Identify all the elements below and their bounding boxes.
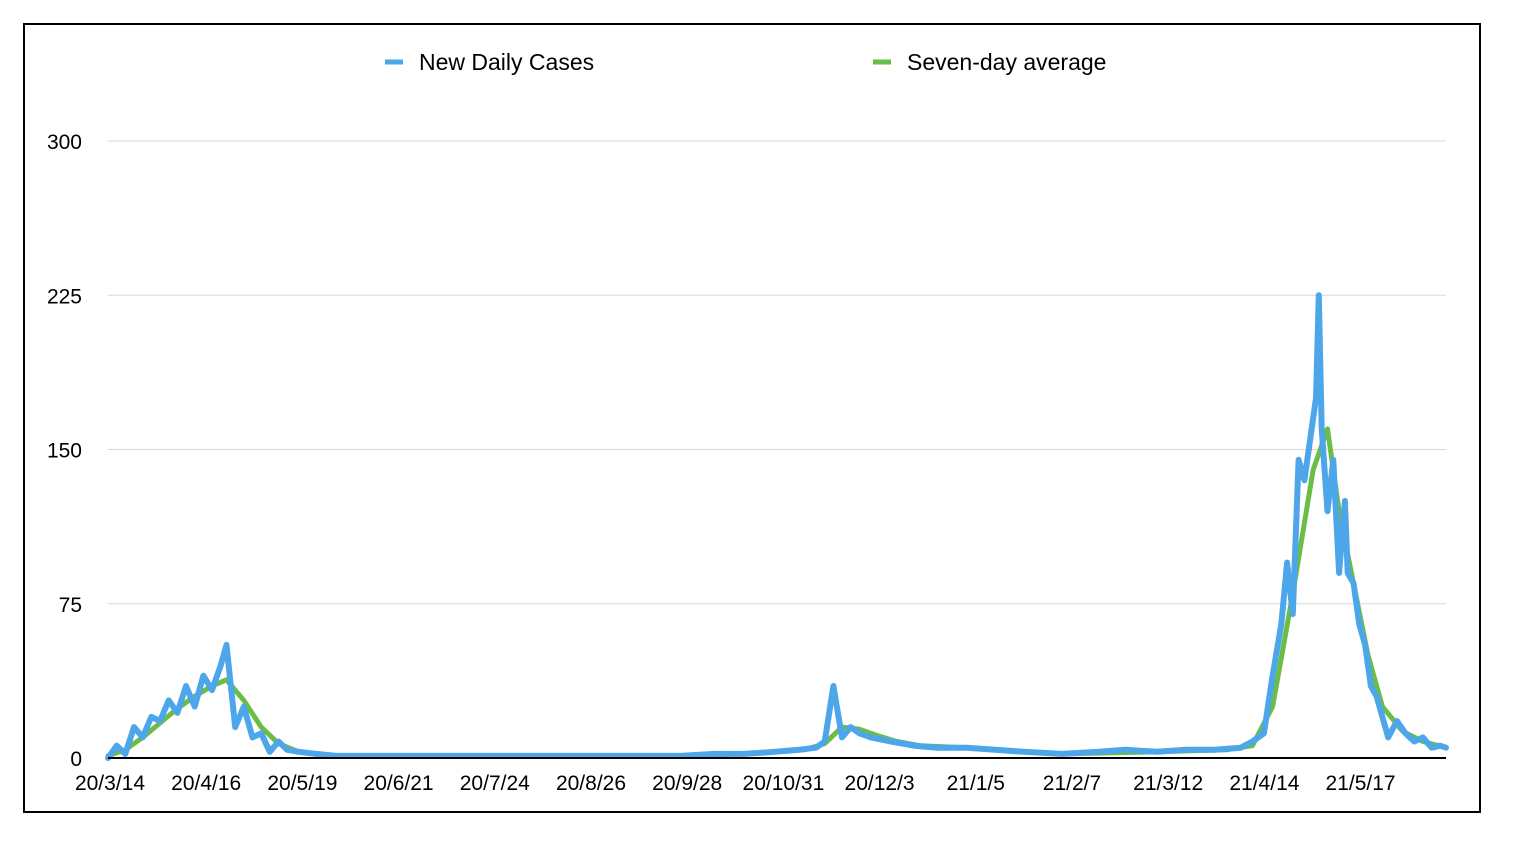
chart-frame (23, 23, 1481, 813)
series-lines (105, 292, 1449, 761)
series-line-new-daily-cases (105, 292, 1449, 761)
x-axis-tick-labels: 20/3/14 20/4/16 20/5/19 20/6/21 20/7/24 20/8/… (75, 772, 1396, 795)
x-tick-label: 20/6/21 (364, 772, 434, 795)
y-axis-tick-labels: 0 75 150 225 300 (47, 131, 82, 771)
x-tick-label: 21/4/14 (1229, 772, 1299, 795)
x-tick-label: 20/12/3 (845, 772, 915, 795)
y-tick-label: 0 (70, 748, 82, 771)
x-tick-label: 20/5/19 (267, 772, 337, 795)
x-tick-label: 20/9/28 (652, 772, 722, 795)
x-tick-label: 21/3/12 (1133, 772, 1203, 795)
grid-lines (108, 140, 1446, 605)
y-tick-label: 150 (47, 440, 82, 463)
legend-item-seven-day-average: Seven-day average (873, 49, 1106, 75)
series-line-seven-day-average (105, 426, 1449, 759)
x-tick-label: 20/8/26 (556, 772, 626, 795)
x-tick-label: 20/3/14 (75, 772, 145, 795)
x-tick-label: 20/7/24 (460, 772, 530, 795)
legend: New Daily Cases Seven-day average (385, 49, 1106, 75)
x-tick-label: 21/2/7 (1043, 772, 1101, 795)
x-tick-label: 20/10/31 (743, 772, 825, 795)
legend-item-new-daily-cases: New Daily Cases (385, 49, 594, 75)
y-tick-label: 300 (47, 131, 82, 154)
x-tick-label: 21/1/5 (947, 772, 1005, 795)
x-tick-label: 21/5/17 (1326, 772, 1396, 795)
y-tick-label: 75 (59, 594, 82, 617)
x-tick-label: 20/4/16 (171, 772, 241, 795)
y-tick-label: 225 (47, 285, 82, 308)
legend-label-seven-day-average: Seven-day average (907, 49, 1106, 75)
legend-label-new-daily-cases: New Daily Cases (419, 49, 594, 75)
